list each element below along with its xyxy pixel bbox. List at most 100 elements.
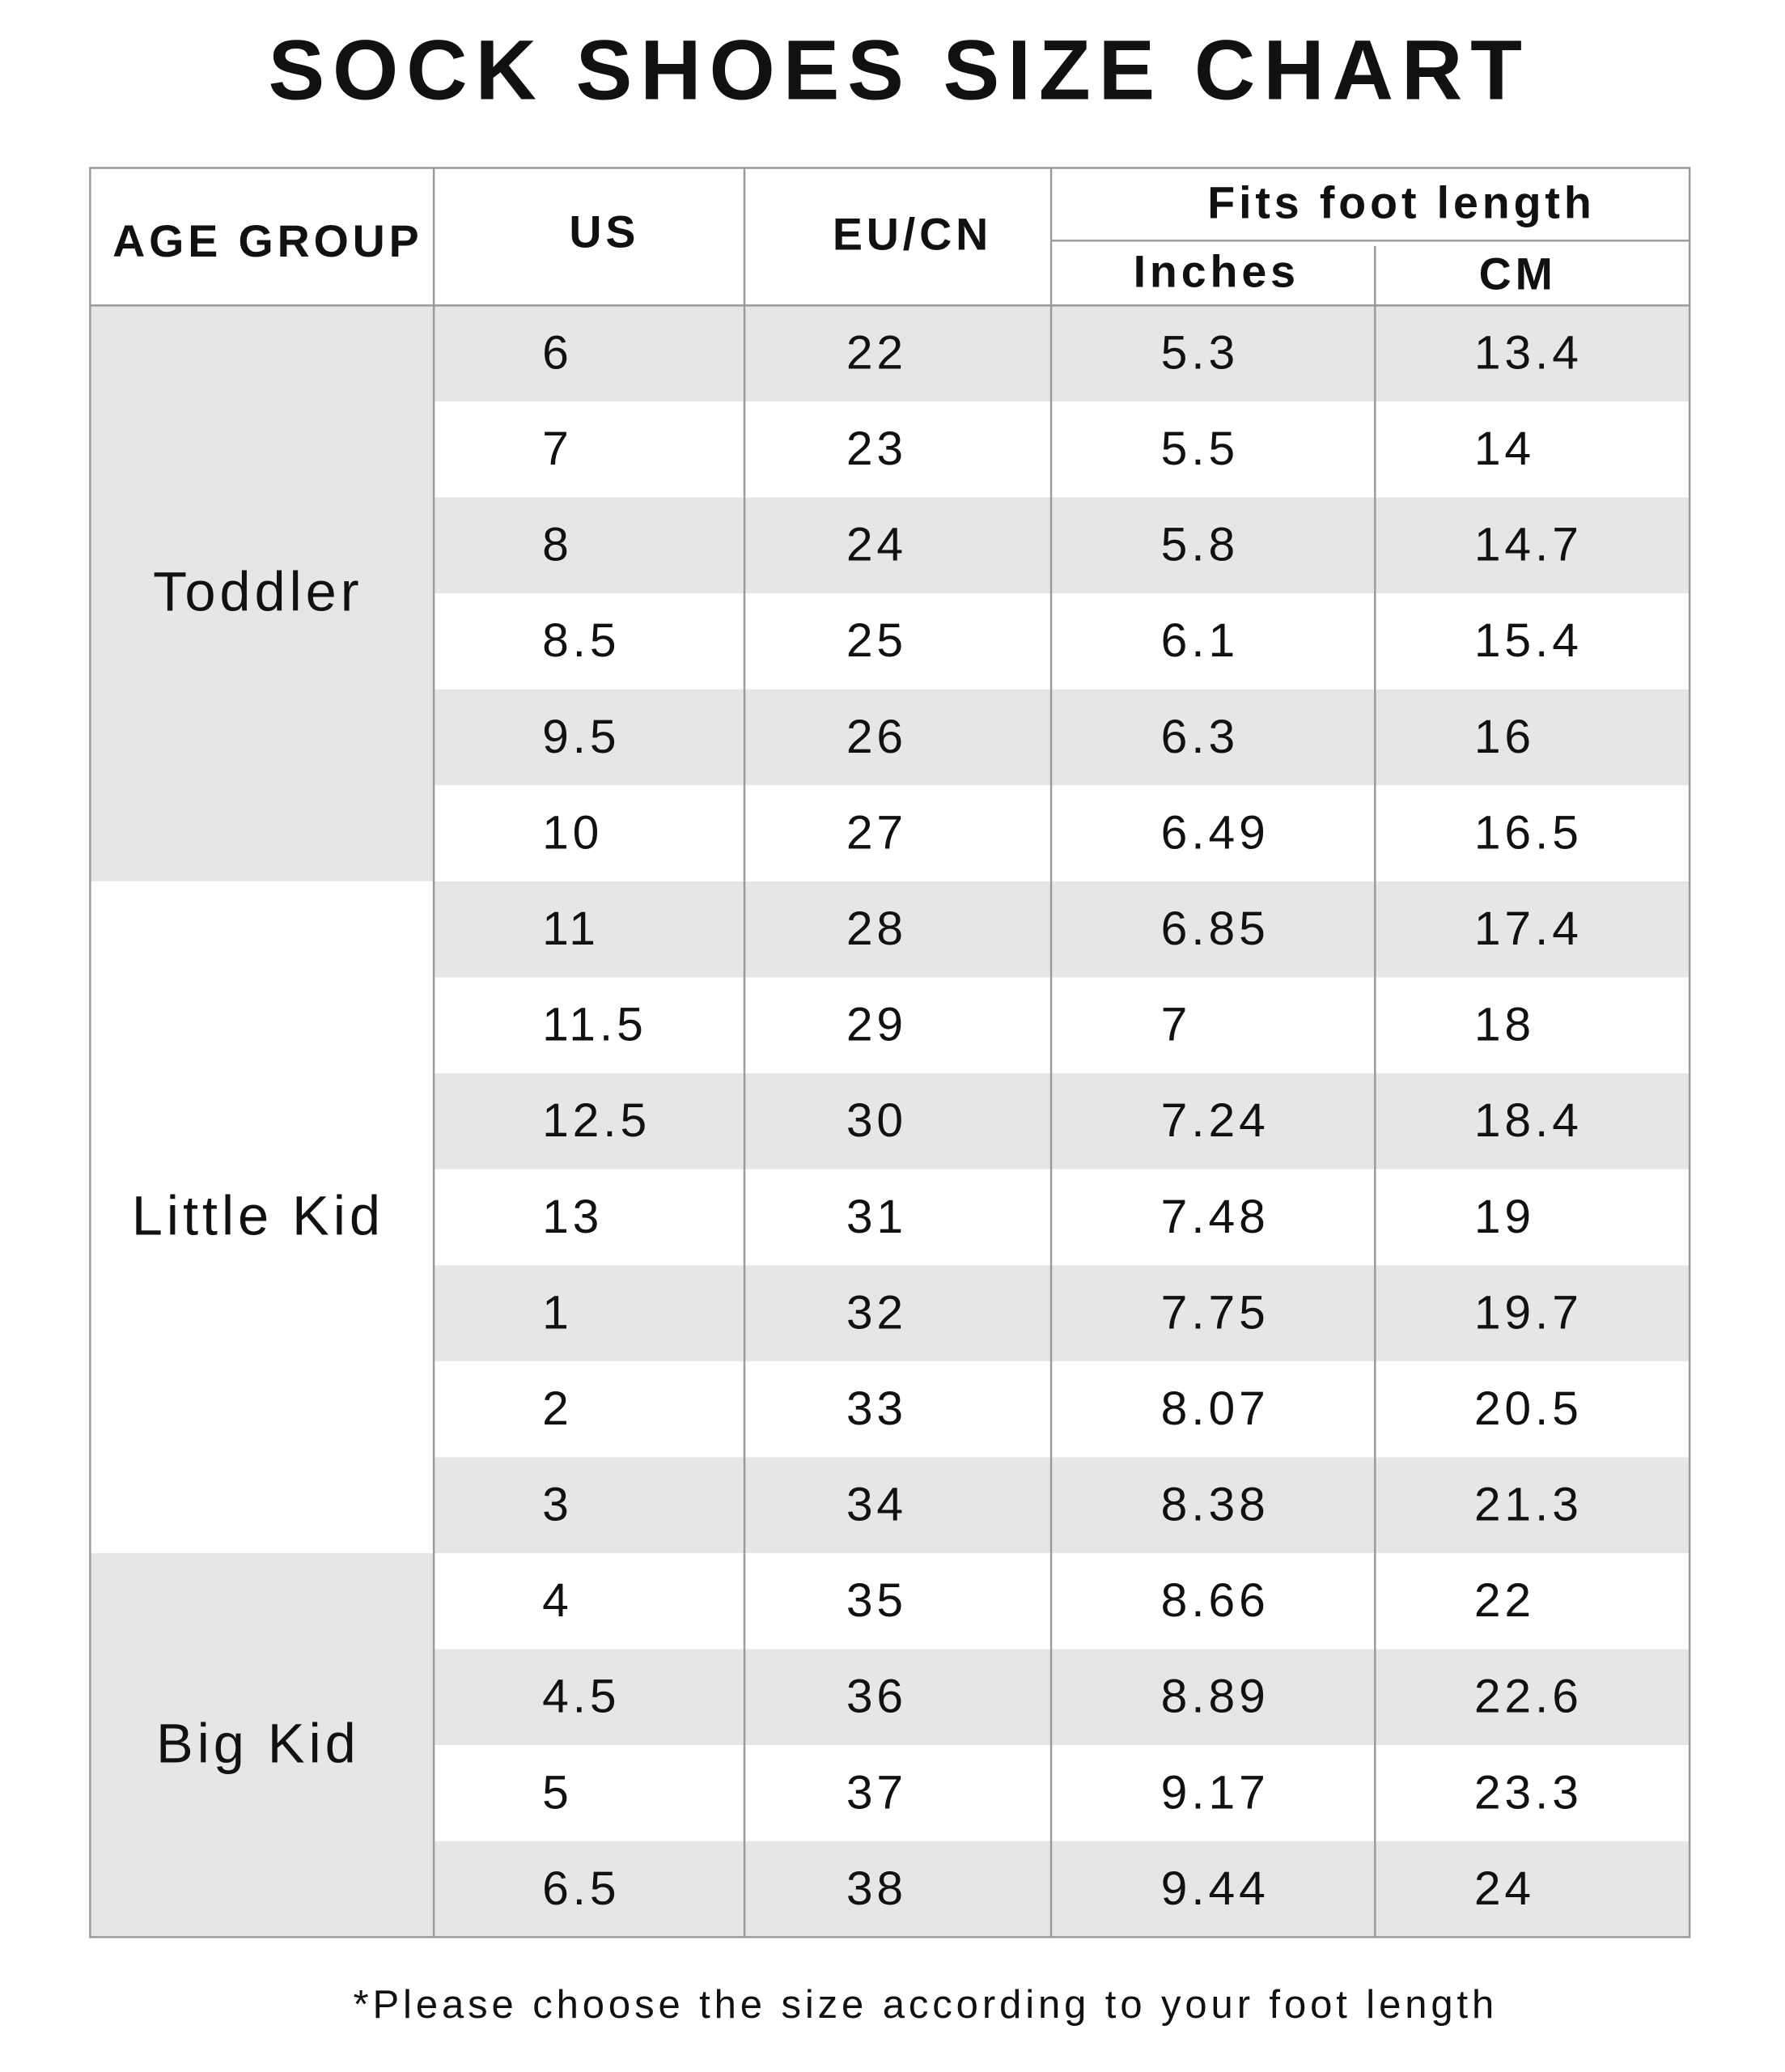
cell-text: 4 xyxy=(542,1574,573,1627)
cell-text: 29 xyxy=(846,999,907,1051)
cell-text: 12.5 xyxy=(542,1094,651,1147)
cell-text: 8.66 xyxy=(1161,1574,1270,1627)
cell-text: 1 xyxy=(542,1286,573,1339)
cell-text: 27 xyxy=(846,806,907,859)
cell-text: 8.89 xyxy=(1161,1671,1270,1723)
cell-text: 6.1 xyxy=(1161,614,1239,667)
cell-text: 13 xyxy=(542,1191,603,1243)
table-border xyxy=(89,167,1691,1938)
cell-text: 20.5 xyxy=(1474,1382,1583,1435)
cell-text: 38 xyxy=(846,1862,907,1915)
cell-text: 15.4 xyxy=(1474,614,1583,667)
cell-text: 28 xyxy=(846,902,907,955)
table: 6 22 5.3 13.47 23 5.5 148 24 5.8 14.78.5 25 6.1 15.4… xyxy=(89,167,1691,1938)
row-background xyxy=(434,1169,1690,1266)
cell-text: 37 xyxy=(846,1766,907,1819)
row-background xyxy=(434,689,1690,786)
cell-text: 36 xyxy=(846,1671,907,1723)
cell-text: 32 xyxy=(846,1286,907,1339)
title: SOCK SHOES SIZE CHART xyxy=(269,23,1530,117)
cell-text: 6 xyxy=(542,326,573,379)
cell-text: 22.6 xyxy=(1474,1671,1583,1723)
cell-text: 34 xyxy=(846,1479,907,1531)
header-us: US xyxy=(569,206,639,257)
cell-text: 3 xyxy=(542,1479,573,1531)
cell-text: 35 xyxy=(846,1574,907,1627)
row-background xyxy=(434,977,1690,1074)
cell-text: 26 xyxy=(846,711,907,763)
cell-text: 18.4 xyxy=(1474,1094,1583,1147)
cell-text: 7.75 xyxy=(1161,1286,1270,1339)
cell-text: 22 xyxy=(846,326,907,379)
cell-text: 9.44 xyxy=(1161,1862,1270,1915)
cell-text: 16.5 xyxy=(1474,806,1583,859)
cell-text: 6.49 xyxy=(1161,806,1270,859)
row-background xyxy=(434,593,1690,690)
group-label: Toddler xyxy=(153,561,363,623)
cell-text: 17.4 xyxy=(1474,902,1583,955)
footnote: *Please choose the size according to you… xyxy=(353,1983,1498,2027)
group-cell xyxy=(90,1553,435,1938)
cell-text: 4.5 xyxy=(542,1671,620,1723)
cell-text: 33 xyxy=(846,1382,907,1435)
cell-text: 11.5 xyxy=(542,999,647,1051)
row-background xyxy=(434,1745,1690,1841)
cell-text: 8 xyxy=(542,519,573,571)
cell-text: 7.24 xyxy=(1161,1094,1270,1147)
cell-text: 11 xyxy=(542,902,600,955)
cell-text: 14 xyxy=(1474,422,1535,475)
row-background xyxy=(434,497,1690,594)
row-background xyxy=(434,1553,1690,1650)
cell-text: 8.38 xyxy=(1161,1479,1270,1531)
cell-text: 2 xyxy=(542,1382,573,1435)
cell-text: 6.5 xyxy=(542,1862,620,1915)
cell-text: 9.5 xyxy=(542,711,620,763)
cell-text: 9.17 xyxy=(1161,1766,1270,1819)
row-background xyxy=(434,1265,1690,1361)
group-cell xyxy=(90,305,435,881)
cell-text: 19.7 xyxy=(1474,1286,1583,1339)
cell-text: 7 xyxy=(542,422,573,475)
cell-text: 30 xyxy=(846,1094,907,1147)
cell-text: 5.8 xyxy=(1161,519,1239,571)
cell-text: 10 xyxy=(542,806,603,859)
cell-text: 5.3 xyxy=(1161,326,1239,379)
cell-text: 21.3 xyxy=(1474,1479,1583,1531)
cell-text: 18 xyxy=(1474,999,1535,1051)
cell-text: 14.7 xyxy=(1474,519,1583,571)
cell-text: 7 xyxy=(1161,999,1192,1051)
cell-text: 19 xyxy=(1474,1191,1535,1243)
group-cell xyxy=(90,881,435,1554)
row-background xyxy=(434,881,1690,978)
cell-text: 22 xyxy=(1474,1574,1535,1627)
row-background xyxy=(434,1649,1690,1746)
cell-text: 13.4 xyxy=(1474,326,1583,379)
cell-text: 16 xyxy=(1474,711,1535,763)
row-background xyxy=(434,1457,1690,1554)
cell-text: 24 xyxy=(1474,1862,1535,1915)
header-inches: Inches xyxy=(1134,246,1300,296)
cell-text: 8.07 xyxy=(1161,1382,1270,1435)
cell-text: 6.3 xyxy=(1161,711,1239,763)
cell-text: 8.5 xyxy=(542,614,620,667)
group-label: Big Kid xyxy=(156,1713,360,1775)
header-fits-foot-length: Fits foot length xyxy=(1207,178,1595,228)
cell-text: 6.85 xyxy=(1161,902,1270,955)
cell-text: 31 xyxy=(846,1191,907,1243)
cell-text: 7.48 xyxy=(1161,1191,1270,1243)
row-background xyxy=(434,305,1690,401)
cell-text: 23 xyxy=(846,422,907,475)
row-background xyxy=(434,1841,1690,1938)
cell-text: 5 xyxy=(542,1766,573,1819)
cell-text: 5.5 xyxy=(1161,422,1239,475)
header-age-group: AGE GROUP xyxy=(112,216,423,266)
cell-text: 23.3 xyxy=(1474,1766,1583,1819)
row-background xyxy=(434,1361,1690,1458)
header-cm: CM xyxy=(1479,249,1557,299)
header-eu-cn: EU/CN xyxy=(833,210,992,260)
cell-text: 24 xyxy=(846,519,907,571)
row-background xyxy=(434,401,1690,498)
cell-text: 25 xyxy=(846,614,907,667)
row-background xyxy=(434,1073,1690,1170)
